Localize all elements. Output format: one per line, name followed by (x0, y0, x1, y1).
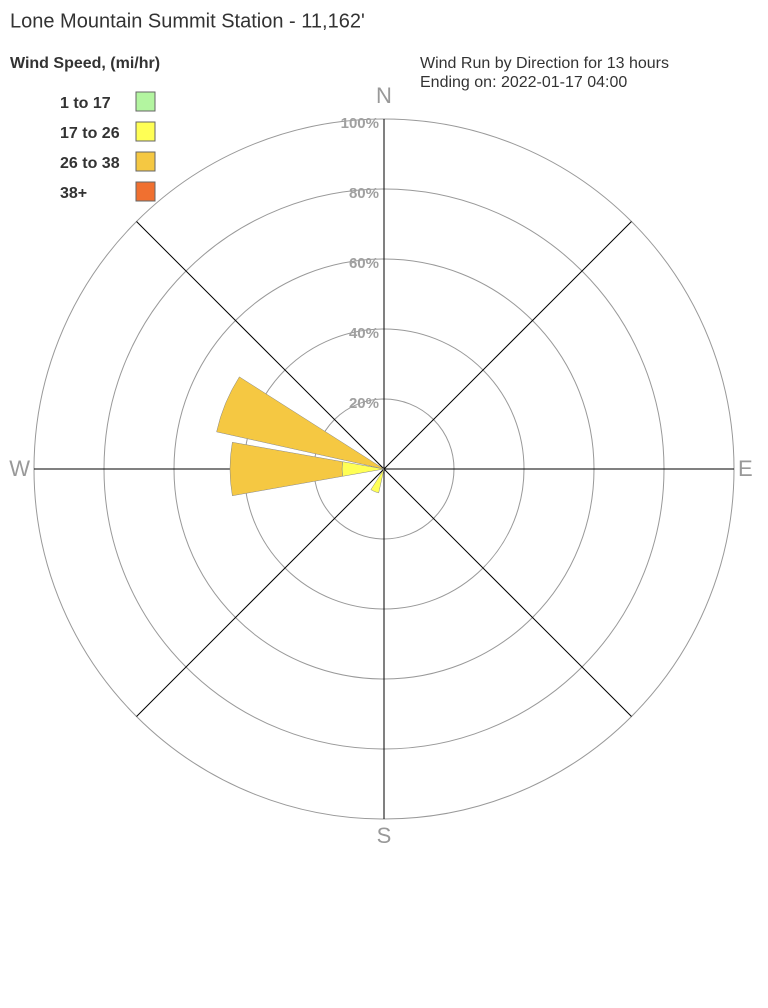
compass-label: W (9, 456, 30, 481)
spoke (383, 221, 632, 470)
r-tick-label: 20% (349, 395, 379, 412)
spoke (383, 468, 632, 717)
sector (370, 468, 385, 494)
spoke (136, 468, 385, 717)
r-tick-label: 40% (349, 325, 379, 342)
r-tick-label: 100% (341, 115, 379, 132)
legend-label: 17 to 26 (60, 125, 120, 142)
spoke (136, 221, 385, 470)
subtitle-2: Ending on: 2022-01-17 04:00 (420, 74, 627, 91)
legend-swatch (135, 121, 156, 142)
grid (33, 118, 735, 820)
sector (229, 441, 343, 497)
chart-title: Lone Mountain Summit Station - 11,162' (10, 10, 365, 32)
compass-label: E (738, 456, 753, 481)
legend-swatch (135, 91, 156, 112)
sectors (216, 376, 385, 497)
legend-label: 26 to 38 (60, 155, 120, 172)
legend-label: 38+ (60, 185, 87, 202)
r-tick-label: 80% (349, 185, 379, 202)
subtitle: Wind Run by Direction for 13 hours (420, 55, 669, 72)
legend-swatch (135, 151, 156, 172)
legend-title: Wind Speed, (mi/hr) (10, 55, 160, 72)
labels: 20% 40% 60% 80% 100% N E S W 1 to 17 17 to 26 26 to… (9, 83, 752, 848)
r-tick-label: 60% (349, 255, 379, 272)
sector (216, 376, 385, 470)
compass-label: N (376, 83, 392, 108)
legend-swatch (135, 181, 156, 202)
legend-label: 1 to 17 (60, 95, 111, 112)
compass-label: S (377, 823, 392, 848)
